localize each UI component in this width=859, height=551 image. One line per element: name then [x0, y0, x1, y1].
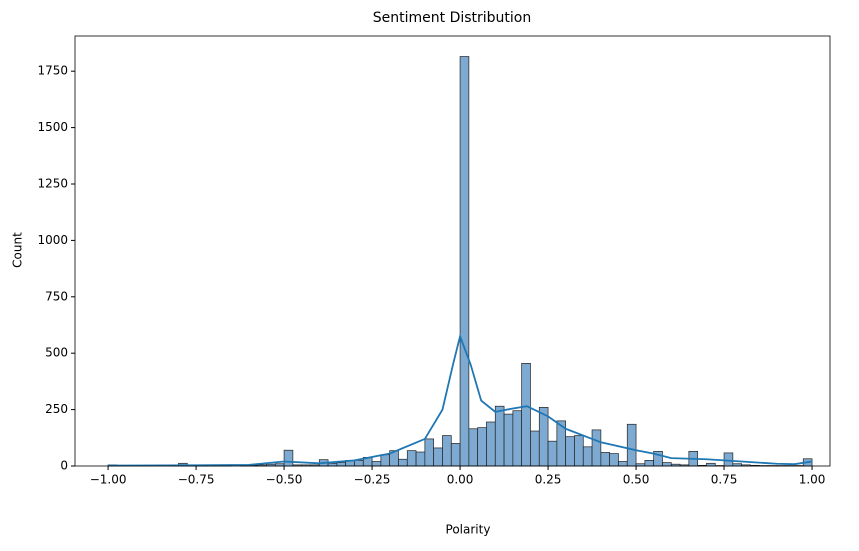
- x-axis-label: Polarity: [446, 523, 491, 537]
- bar: [522, 363, 531, 466]
- bar: [662, 463, 671, 466]
- bar: [566, 437, 575, 466]
- chart-title: Sentiment Distribution: [373, 10, 532, 26]
- x-tick-label: −0.75: [178, 473, 215, 487]
- bar: [486, 422, 495, 466]
- x-tick-label: 0.50: [623, 473, 650, 487]
- bar: [530, 431, 539, 466]
- x-tick-label: −0.25: [354, 473, 391, 487]
- bar: [425, 439, 434, 466]
- bar: [354, 460, 363, 466]
- y-tick-label: 1250: [37, 176, 68, 190]
- bar: [618, 461, 627, 466]
- x-tick-label: −0.50: [266, 473, 303, 487]
- bar: [381, 455, 390, 466]
- bar: [372, 461, 381, 466]
- bar: [724, 453, 733, 466]
- bar: [645, 460, 654, 466]
- bar: [337, 463, 346, 466]
- y-tick-label: 500: [45, 346, 68, 360]
- y-tick-label: 750: [45, 289, 68, 303]
- bar: [495, 406, 504, 466]
- axes-frame: [75, 36, 830, 466]
- bar: [284, 450, 293, 466]
- x-tick-label: −1.00: [90, 473, 127, 487]
- x-tick-label: 0.75: [711, 473, 738, 487]
- bar: [706, 463, 715, 466]
- bar: [574, 436, 583, 466]
- y-tick-label: 250: [45, 402, 68, 416]
- x-tick-label: 0.25: [535, 473, 562, 487]
- bar: [513, 411, 522, 466]
- bar: [548, 441, 557, 466]
- bar: [627, 424, 636, 466]
- x-tick-label: 1.00: [799, 473, 826, 487]
- bar: [328, 463, 337, 466]
- y-tick-label: 1000: [37, 233, 68, 247]
- bar: [610, 454, 619, 466]
- bar: [583, 447, 592, 466]
- bar: [601, 452, 610, 466]
- bar: [592, 430, 601, 466]
- bar: [398, 459, 407, 466]
- bar: [469, 429, 478, 466]
- x-tick-label: 0.00: [447, 473, 474, 487]
- bar: [434, 448, 443, 466]
- y-tick-label: 1500: [37, 120, 68, 134]
- bar: [478, 428, 487, 466]
- bar: [442, 436, 451, 466]
- y-tick-label: 0: [60, 459, 68, 473]
- bar: [460, 57, 469, 466]
- y-tick-label: 1750: [37, 64, 68, 78]
- bar: [407, 451, 416, 466]
- bar: [504, 414, 513, 466]
- bar: [451, 443, 460, 466]
- bar: [416, 452, 425, 466]
- y-axis-label: Count: [11, 232, 25, 268]
